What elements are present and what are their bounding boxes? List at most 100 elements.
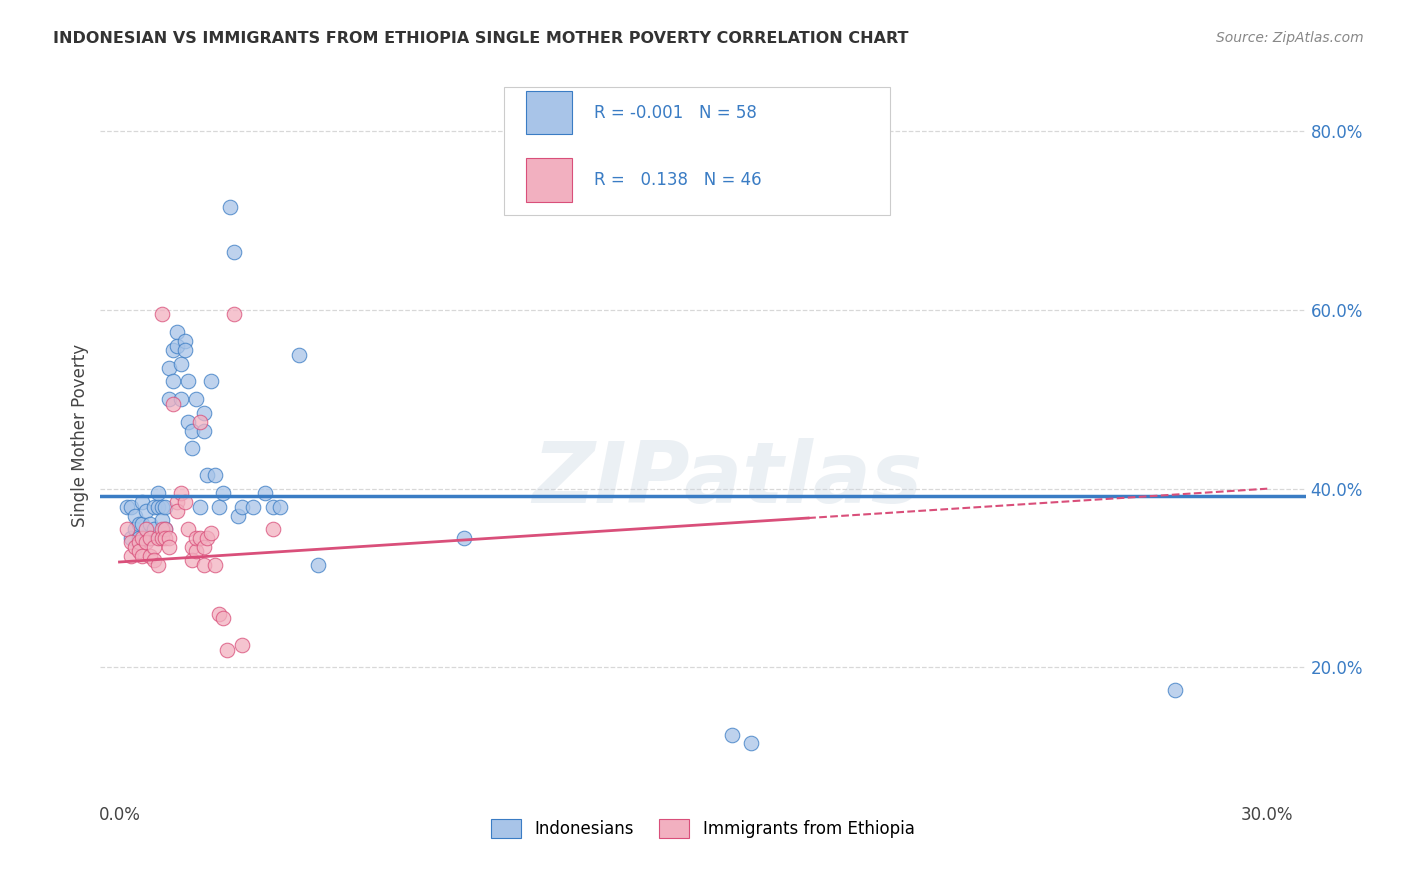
Point — [135, 531, 157, 545]
Legend: Indonesians, Immigrants from Ethiopia: Indonesians, Immigrants from Ethiopia — [485, 812, 921, 845]
Point — [142, 553, 165, 567]
Point — [197, 468, 219, 483]
Point — [181, 540, 204, 554]
Point — [740, 736, 762, 750]
Text: ZIPatlas: ZIPatlas — [531, 438, 922, 521]
Point — [166, 325, 188, 339]
Point — [166, 495, 188, 509]
Point — [288, 348, 311, 362]
Point — [231, 500, 253, 514]
Point — [120, 531, 142, 545]
Point — [139, 531, 162, 545]
Point — [115, 522, 138, 536]
Point — [231, 638, 253, 652]
Point — [120, 549, 142, 563]
Point — [155, 522, 177, 536]
Point — [262, 522, 284, 536]
Point — [150, 513, 173, 527]
Point — [219, 200, 242, 214]
Point — [162, 397, 184, 411]
Point — [124, 522, 146, 536]
Point — [211, 486, 233, 500]
Y-axis label: Single Mother Poverty: Single Mother Poverty — [72, 343, 89, 526]
Point — [242, 500, 264, 514]
Point — [208, 500, 231, 514]
Text: Source: ZipAtlas.com: Source: ZipAtlas.com — [1216, 31, 1364, 45]
Point — [115, 500, 138, 514]
Point — [131, 495, 153, 509]
Text: R = -0.001   N = 58: R = -0.001 N = 58 — [595, 103, 758, 121]
Point — [181, 442, 204, 456]
Point — [173, 334, 195, 348]
Point — [139, 531, 162, 545]
Point — [177, 415, 200, 429]
Point — [200, 375, 222, 389]
Point — [208, 607, 231, 621]
Point — [253, 486, 276, 500]
Point — [200, 526, 222, 541]
Point — [131, 517, 153, 532]
Point — [184, 544, 207, 558]
Point — [155, 500, 177, 514]
FancyBboxPatch shape — [505, 87, 890, 215]
Point — [128, 535, 150, 549]
Point — [188, 415, 211, 429]
Point — [124, 540, 146, 554]
Point — [135, 522, 157, 536]
Point — [193, 424, 215, 438]
Point — [128, 517, 150, 532]
Point — [157, 392, 180, 407]
Point — [146, 486, 169, 500]
Point — [184, 392, 207, 407]
Point — [135, 504, 157, 518]
Point — [1164, 682, 1187, 697]
Point — [204, 468, 226, 483]
Point — [139, 517, 162, 532]
Point — [142, 500, 165, 514]
Point — [173, 495, 195, 509]
Bar — [526, 90, 572, 135]
Point — [181, 553, 204, 567]
Point — [720, 727, 742, 741]
Point — [177, 522, 200, 536]
Point — [226, 508, 249, 523]
Point — [170, 486, 193, 500]
Point — [150, 522, 173, 536]
Point — [188, 531, 211, 545]
Point — [128, 531, 150, 545]
Point — [170, 392, 193, 407]
Point — [157, 540, 180, 554]
Point — [170, 357, 193, 371]
Point — [142, 540, 165, 554]
Point — [177, 375, 200, 389]
Point — [193, 540, 215, 554]
Point — [157, 361, 180, 376]
Point — [262, 500, 284, 514]
Point — [269, 500, 291, 514]
Point — [184, 531, 207, 545]
Point — [131, 531, 153, 545]
Point — [150, 531, 173, 545]
Point — [157, 531, 180, 545]
Point — [181, 424, 204, 438]
Point — [128, 544, 150, 558]
Bar — [526, 158, 572, 202]
Point — [215, 642, 238, 657]
Point — [146, 531, 169, 545]
Text: INDONESIAN VS IMMIGRANTS FROM ETHIOPIA SINGLE MOTHER POVERTY CORRELATION CHART: INDONESIAN VS IMMIGRANTS FROM ETHIOPIA S… — [53, 31, 908, 46]
Point — [173, 343, 195, 358]
Point — [307, 558, 329, 572]
Point — [204, 558, 226, 572]
Point — [162, 375, 184, 389]
Text: R =   0.138   N = 46: R = 0.138 N = 46 — [595, 171, 762, 189]
Point — [124, 508, 146, 523]
Point — [120, 500, 142, 514]
Point — [146, 558, 169, 572]
Point — [193, 406, 215, 420]
Point — [150, 500, 173, 514]
Point — [188, 500, 211, 514]
Point — [135, 535, 157, 549]
Point — [150, 307, 173, 321]
Point — [142, 522, 165, 536]
Point — [224, 307, 246, 321]
